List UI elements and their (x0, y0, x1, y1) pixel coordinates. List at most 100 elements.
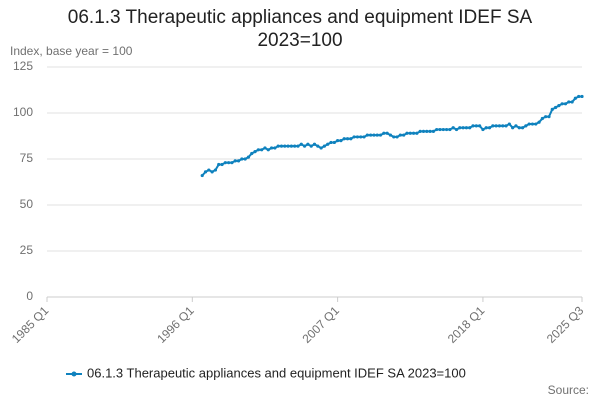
point (217, 162, 221, 167)
point (289, 144, 293, 148)
point (362, 135, 366, 139)
point (345, 137, 350, 141)
point (408, 131, 412, 135)
point (365, 133, 369, 137)
point (534, 122, 538, 126)
point (540, 116, 544, 121)
point (428, 129, 432, 133)
x-tick-label: 1996 Q1 (154, 303, 197, 346)
point (405, 131, 409, 135)
point (200, 173, 204, 178)
point (418, 129, 422, 133)
point (210, 170, 214, 174)
point (240, 157, 244, 161)
point (332, 140, 336, 145)
point (299, 142, 303, 146)
point (260, 148, 264, 152)
point (402, 133, 406, 137)
point (382, 131, 386, 135)
point (468, 126, 472, 130)
point (398, 133, 402, 137)
point (243, 157, 247, 161)
point (263, 146, 267, 150)
point (438, 127, 442, 132)
point (220, 162, 224, 167)
point (451, 126, 455, 130)
point (392, 135, 396, 139)
point (269, 146, 274, 150)
chart-title: 06.1.3 Therapeutic appliances and equipm… (67, 7, 533, 51)
point (550, 107, 554, 111)
point (448, 127, 452, 132)
point (514, 124, 518, 128)
x-tick-label: 1985 Q1 (9, 303, 52, 346)
point (478, 124, 482, 128)
point (431, 129, 435, 133)
point (283, 144, 287, 148)
point (375, 133, 379, 137)
y-axis-label: Index, base year = 100 (10, 44, 133, 58)
point (547, 115, 551, 119)
point (435, 127, 439, 132)
point (207, 168, 211, 172)
source: Source: (548, 383, 589, 397)
point (507, 122, 511, 126)
y-tick-label: 125 (13, 59, 33, 73)
point (395, 135, 399, 139)
point (236, 159, 241, 163)
point (359, 135, 363, 139)
point (421, 129, 426, 133)
point (230, 161, 234, 165)
point (425, 129, 429, 133)
point (319, 146, 323, 150)
point (580, 94, 584, 99)
point (471, 124, 475, 128)
point (302, 144, 307, 148)
point (293, 144, 297, 148)
series-line (201, 95, 582, 177)
point (517, 126, 521, 130)
point (233, 159, 237, 163)
point (322, 144, 327, 148)
point (570, 100, 574, 104)
point (352, 135, 356, 139)
point (273, 146, 277, 150)
point (553, 105, 558, 110)
point (329, 140, 333, 145)
point (266, 148, 270, 152)
x-tick-label: 2018 Q1 (445, 303, 488, 346)
point (491, 124, 495, 128)
point (316, 144, 320, 148)
point (461, 126, 465, 130)
point (501, 124, 505, 128)
point (296, 144, 300, 148)
point (415, 131, 419, 135)
point (203, 170, 208, 174)
point (227, 161, 231, 165)
point (213, 168, 218, 172)
point (349, 137, 353, 141)
point (530, 122, 535, 126)
point (524, 124, 528, 128)
point (474, 124, 478, 128)
point (577, 94, 581, 99)
point (339, 139, 343, 143)
point (537, 120, 541, 124)
point (385, 131, 389, 135)
point (487, 126, 492, 130)
point (573, 96, 577, 100)
point (481, 127, 485, 132)
legend-marker (71, 371, 77, 377)
point (511, 126, 515, 130)
point (250, 151, 254, 156)
point (223, 161, 227, 165)
point (276, 144, 280, 148)
point (557, 104, 561, 108)
point (494, 124, 498, 128)
point (484, 126, 488, 130)
point (504, 124, 508, 128)
point (544, 115, 548, 119)
point (527, 122, 531, 126)
point (444, 127, 449, 132)
